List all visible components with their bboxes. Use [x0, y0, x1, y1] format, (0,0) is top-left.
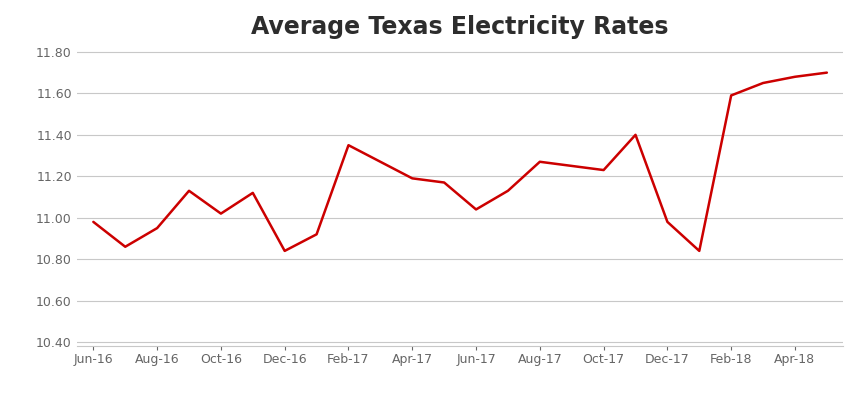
Title: Average Texas Electricity Rates: Average Texas Electricity Rates [251, 15, 669, 39]
